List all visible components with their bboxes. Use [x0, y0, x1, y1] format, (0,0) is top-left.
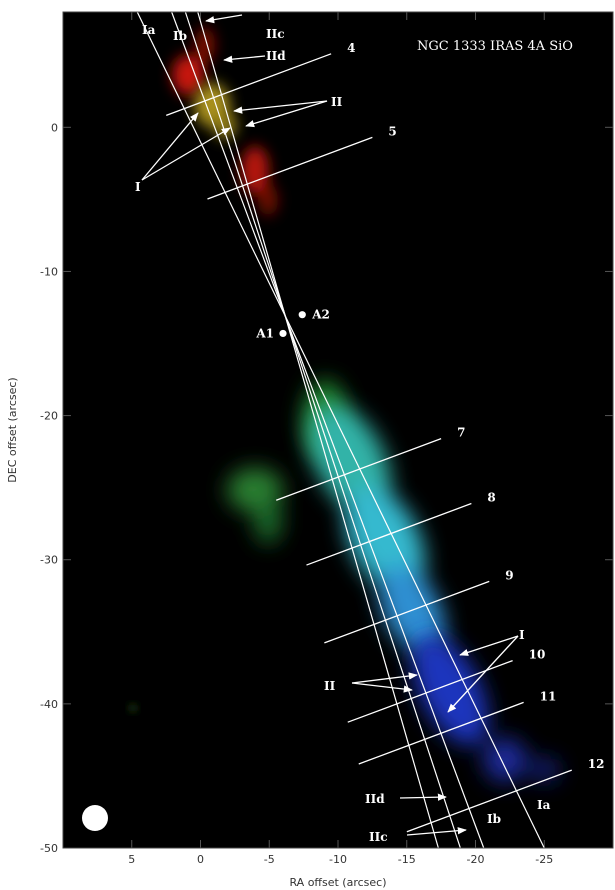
cut-line-12 — [406, 769, 572, 833]
jet-axes — [136, 11, 545, 849]
label-iic-bottom: IIc — [369, 830, 388, 844]
x-tick-label: -15 — [398, 853, 416, 866]
cut-line-4 — [166, 53, 332, 116]
label-ii-bottom: II — [324, 679, 336, 693]
x-tick-label: -25 — [535, 853, 553, 866]
annotation-labels: Ia Ib IIc IId II I I II IId IIc Ib Ia — [135, 23, 551, 844]
x-tick-label: 0 — [197, 853, 204, 866]
beam-ellipse — [82, 805, 108, 831]
y-tick-label: -20 — [40, 410, 58, 423]
tick-labels: 5 0 -5 -10 -15 -20 -25 0 -10 -20 -30 -40 -50 — [40, 121, 553, 866]
source-label-a2: A2 — [311, 308, 330, 322]
x-tick-label: -20 — [467, 853, 485, 866]
cut-label-5: 5 — [388, 124, 396, 138]
cut-label-11: 11 — [540, 689, 557, 703]
jet-axis-iid — [197, 11, 439, 849]
label-ib-top: Ib — [173, 29, 187, 43]
y-tick-label: -10 — [40, 265, 58, 278]
cut-label-7: 7 — [457, 426, 465, 440]
map-title: NGC 1333 IRAS 4A SiO — [417, 39, 573, 54]
y-tick-label: 0 — [51, 121, 58, 134]
cut-label-8: 8 — [487, 491, 495, 505]
emission-map — [129, 27, 559, 782]
cut-line-11 — [358, 701, 524, 765]
label-ia-bottom: Ia — [537, 798, 551, 812]
x-tick-label: 5 — [128, 853, 135, 866]
cut-line-9 — [324, 580, 490, 644]
jet-axis-ib — [171, 11, 485, 849]
label-ii-top: II — [331, 95, 343, 109]
jet-axis-ia — [136, 11, 545, 849]
jet-axis-iic — [184, 11, 461, 849]
label-iid-bottom: IId — [365, 792, 385, 806]
cut-line-8 — [306, 502, 472, 566]
label-ia-top: Ia — [142, 23, 156, 37]
source-marker-a2 — [298, 311, 306, 319]
y-tick-label: -50 — [40, 842, 58, 855]
cut-label-10: 10 — [529, 648, 546, 662]
label-i-bottom: I — [519, 628, 525, 642]
cut-label-12: 12 — [588, 757, 605, 771]
label-i-top: I — [135, 180, 141, 194]
y-axis-title: DEC offset (arcsec) — [6, 377, 19, 482]
blue-lobe — [411, 634, 559, 782]
source-label-a1: A1 — [255, 326, 274, 340]
cut-line-5 — [207, 136, 373, 200]
label-ib-bottom: Ib — [487, 812, 501, 826]
cut-label-9: 9 — [505, 568, 513, 582]
sources: A1 A2 — [255, 308, 330, 341]
cut-label-4: 4 — [347, 41, 355, 55]
label-iid-top: IId — [266, 49, 286, 63]
label-iic-top: IIc — [266, 27, 285, 41]
x-tick-label: -5 — [264, 853, 275, 866]
x-axis-title: RA offset (arcsec) — [289, 876, 386, 889]
cuts: 4 5 7 8 9 10 11 12 — [166, 41, 605, 833]
x-tick-label: -10 — [329, 853, 347, 866]
source-marker-a1 — [279, 329, 287, 338]
y-tick-label: -40 — [40, 698, 58, 711]
annotation-arrows — [141, 14, 519, 836]
plot-frame — [62, 11, 614, 849]
y-tick-label: -30 — [40, 554, 58, 567]
cut-line-7 — [276, 438, 442, 501]
axis-ticks — [63, 12, 613, 849]
